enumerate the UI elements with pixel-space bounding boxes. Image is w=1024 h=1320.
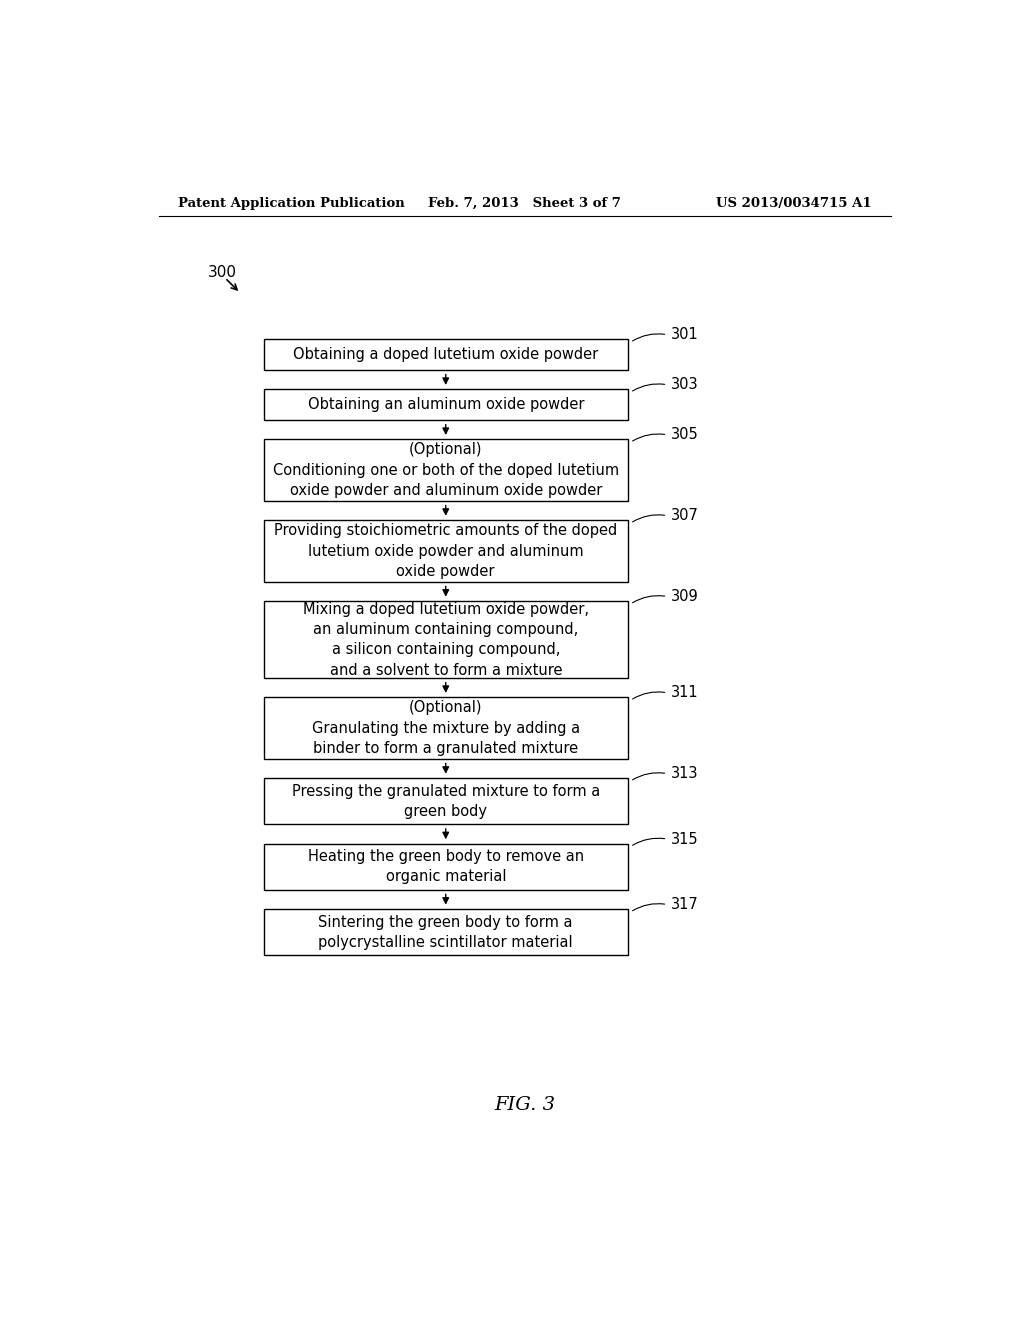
- Bar: [263, 909, 628, 956]
- Text: Patent Application Publication: Patent Application Publication: [178, 197, 406, 210]
- Text: US 2013/0034715 A1: US 2013/0034715 A1: [717, 197, 872, 210]
- Text: FIG. 3: FIG. 3: [495, 1097, 555, 1114]
- Text: (Optional)
Granulating the mixture by adding a
binder to form a granulated mixtu: (Optional) Granulating the mixture by ad…: [311, 701, 580, 756]
- Text: 311: 311: [671, 685, 698, 701]
- Text: 303: 303: [671, 378, 698, 392]
- Bar: [263, 779, 628, 825]
- Text: 315: 315: [671, 832, 698, 846]
- Text: Heating the green body to remove an
organic material: Heating the green body to remove an orga…: [307, 849, 584, 884]
- Text: 313: 313: [671, 766, 698, 781]
- Bar: [263, 520, 628, 582]
- Text: Mixing a doped lutetium oxide powder,
an aluminum containing compound,
a silicon: Mixing a doped lutetium oxide powder, an…: [303, 602, 589, 677]
- Text: Providing stoichiometric amounts of the doped
lutetium oxide powder and aluminum: Providing stoichiometric amounts of the …: [274, 523, 617, 579]
- Bar: [263, 697, 628, 759]
- Bar: [263, 389, 628, 420]
- Bar: [263, 339, 628, 370]
- Text: 301: 301: [671, 327, 698, 342]
- Text: 305: 305: [671, 428, 698, 442]
- Text: 317: 317: [671, 898, 698, 912]
- Text: Obtaining an aluminum oxide powder: Obtaining an aluminum oxide powder: [307, 397, 584, 412]
- Text: Obtaining a doped lutetium oxide powder: Obtaining a doped lutetium oxide powder: [293, 347, 598, 362]
- Text: 307: 307: [671, 508, 698, 523]
- Text: Sintering the green body to form a
polycrystalline scintillator material: Sintering the green body to form a polyc…: [318, 915, 573, 950]
- Text: 300: 300: [208, 265, 237, 280]
- Bar: [263, 843, 628, 890]
- Bar: [263, 440, 628, 502]
- Bar: [263, 601, 628, 678]
- Text: Feb. 7, 2013   Sheet 3 of 7: Feb. 7, 2013 Sheet 3 of 7: [428, 197, 622, 210]
- Text: 309: 309: [671, 589, 698, 605]
- Text: (Optional)
Conditioning one or both of the doped lutetium
oxide powder and alumi: (Optional) Conditioning one or both of t…: [272, 442, 618, 498]
- Text: Pressing the granulated mixture to form a
green body: Pressing the granulated mixture to form …: [292, 784, 600, 818]
